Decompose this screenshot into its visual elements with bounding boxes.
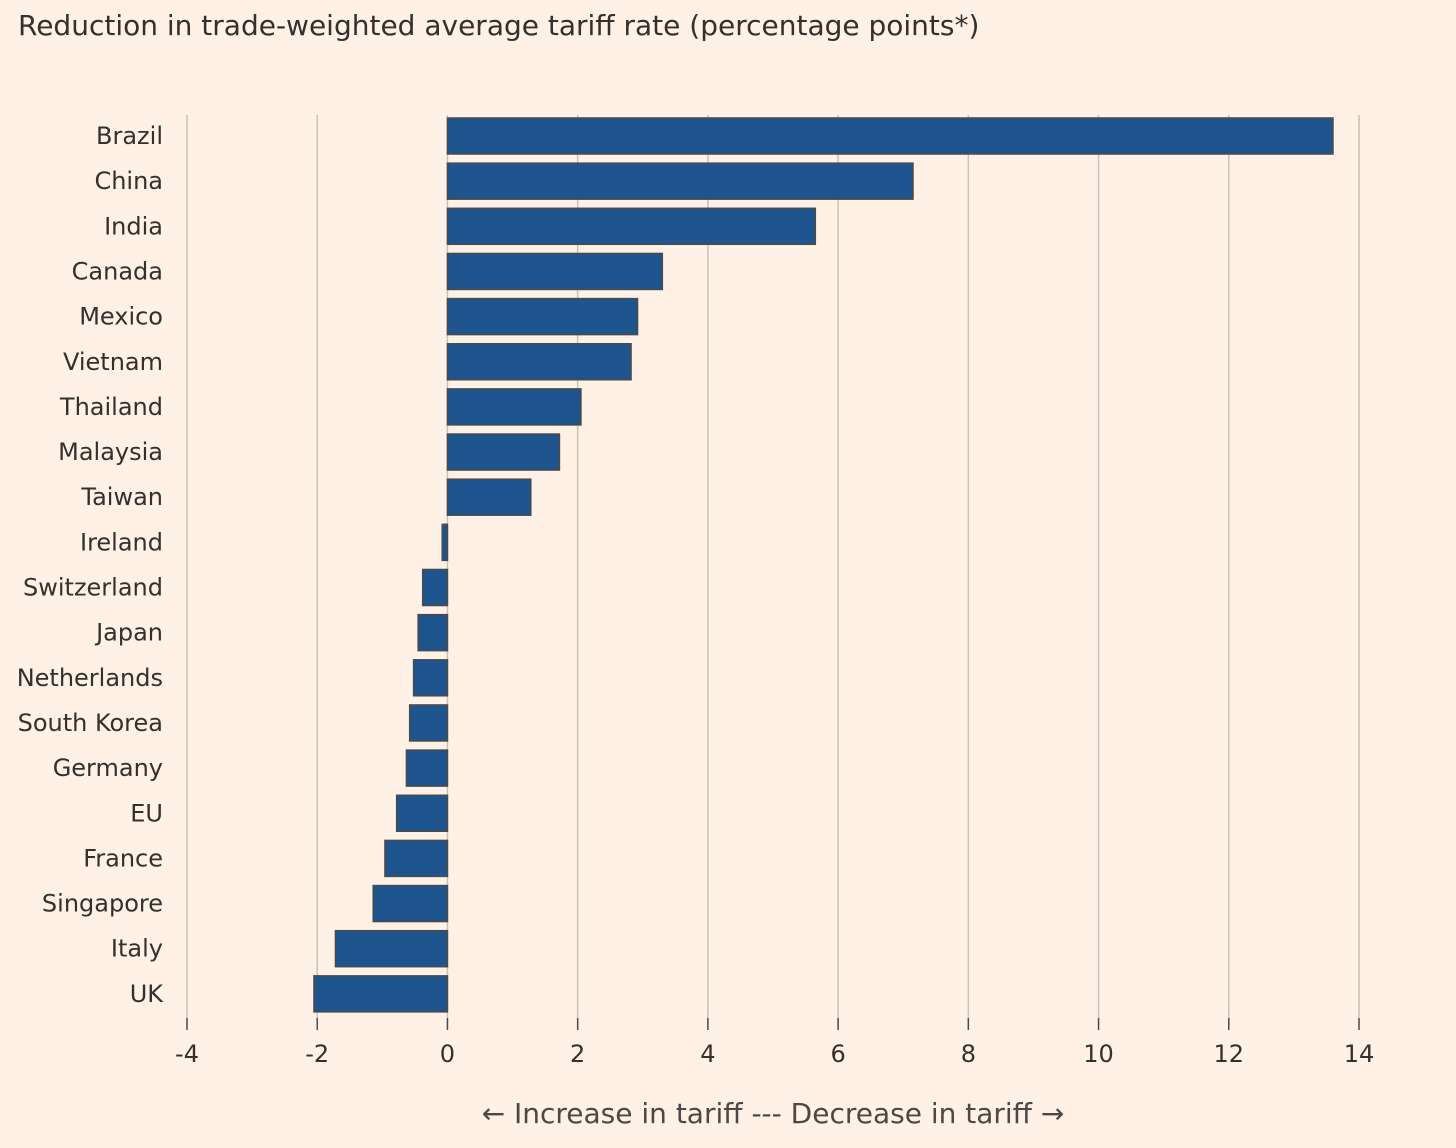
bar-netherlands bbox=[412, 659, 449, 697]
category-label: Malaysia bbox=[58, 438, 163, 466]
bar-italy bbox=[334, 929, 449, 968]
category-label: Netherlands bbox=[17, 664, 163, 692]
bar-eu bbox=[395, 794, 449, 832]
category-labels: Brazil China India Canada Mexico Vietnam Thail… bbox=[17, 122, 165, 1008]
bar-malaysia bbox=[446, 433, 561, 471]
x-axis-caption: ← Increase in tariff --- Decrease in tar… bbox=[0, 1094, 1456, 1134]
category-label: Switzerland bbox=[23, 574, 163, 602]
bar-china bbox=[446, 162, 914, 200]
bar-singapore bbox=[372, 884, 449, 923]
category-label: Vietnam bbox=[63, 348, 163, 376]
category-label: Brazil bbox=[96, 122, 163, 150]
category-label: Japan bbox=[94, 619, 163, 647]
bars bbox=[313, 117, 1334, 1013]
category-label: EU bbox=[130, 799, 163, 827]
x-tick-label: 4 bbox=[700, 1040, 715, 1068]
bar-brazil bbox=[446, 117, 1334, 155]
x-tick-label: 12 bbox=[1214, 1040, 1245, 1068]
x-tick-label: 2 bbox=[570, 1040, 585, 1068]
category-label: Canada bbox=[72, 257, 163, 285]
arrow-right-icon: → bbox=[1040, 1097, 1065, 1130]
x-axis: -4 -2 0 2 4 6 8 10 12 14 bbox=[175, 1018, 1374, 1068]
category-label: Singapore bbox=[42, 890, 163, 918]
category-label: Ireland bbox=[80, 528, 163, 556]
category-label: India bbox=[104, 212, 163, 240]
bar-south-korea bbox=[408, 704, 449, 742]
bar-vietnam bbox=[446, 343, 632, 381]
category-label: France bbox=[83, 844, 163, 872]
bar-ireland bbox=[441, 523, 449, 562]
chart-title: Reduction in trade-weighted average tari… bbox=[18, 9, 980, 42]
x-tick-label: 10 bbox=[1083, 1040, 1114, 1068]
category-label: Italy bbox=[111, 935, 163, 963]
bar-switzerland bbox=[421, 568, 449, 607]
x-tick-label: -2 bbox=[305, 1040, 329, 1068]
x-tick-label: 14 bbox=[1344, 1040, 1375, 1068]
bar-uk bbox=[313, 975, 449, 1013]
x-tick-label: 0 bbox=[440, 1040, 455, 1068]
bar-canada bbox=[446, 252, 664, 291]
bar-india bbox=[446, 207, 817, 246]
x-tick-label: 8 bbox=[961, 1040, 976, 1068]
category-label: China bbox=[94, 167, 163, 195]
category-label: Thailand bbox=[59, 393, 163, 421]
category-label: South Korea bbox=[18, 709, 163, 737]
arrow-left-icon: ← bbox=[481, 1097, 506, 1130]
category-label: Germany bbox=[53, 754, 163, 782]
bar-taiwan bbox=[446, 478, 532, 516]
bar-thailand bbox=[446, 388, 582, 426]
bar-mexico bbox=[446, 297, 639, 336]
category-label: UK bbox=[130, 980, 165, 1008]
bar-france bbox=[384, 839, 449, 878]
x-tick-label: 6 bbox=[830, 1040, 845, 1068]
x-axis-label: Increase in tariff --- Decrease in tarif… bbox=[514, 1097, 1032, 1130]
bar-japan bbox=[417, 613, 449, 652]
gridlines bbox=[186, 115, 1360, 1018]
x-tick-label: -4 bbox=[175, 1040, 199, 1068]
category-label: Taiwan bbox=[80, 483, 163, 511]
bar-germany bbox=[405, 749, 449, 787]
category-label: Mexico bbox=[79, 303, 163, 331]
